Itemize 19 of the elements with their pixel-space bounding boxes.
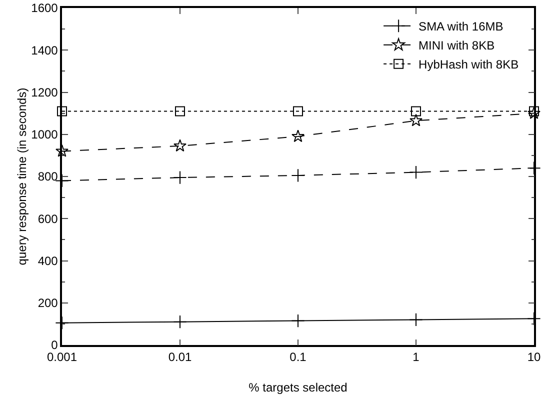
y-tick-label: 800 xyxy=(38,170,58,184)
legend-label: SMA with 16MB xyxy=(418,20,504,34)
x-tick-label: 10 xyxy=(527,350,541,364)
x-axis-title: % targets selected xyxy=(248,380,348,394)
y-tick-label: 1600 xyxy=(31,1,58,16)
x-tick-label: 1 xyxy=(412,350,420,364)
y-tick-label: 600 xyxy=(38,212,58,226)
y-tick-label: 400 xyxy=(38,254,58,268)
y-tick-label: 0 xyxy=(51,338,58,352)
y-tick-label: 1200 xyxy=(31,85,58,100)
y-tick-label: 1400 xyxy=(31,43,58,58)
y-tick-label: 1000 xyxy=(31,128,58,142)
y-tick-label: 200 xyxy=(38,296,58,310)
x-tick-label: 0.01 xyxy=(168,350,192,364)
x-tick-label: 0.001 xyxy=(46,350,78,364)
y-axis-title: query response time (in seconds) xyxy=(15,88,30,266)
legend-label: HybHash with 8KB xyxy=(418,58,519,72)
legend-label: MINI with 8KB xyxy=(418,38,495,53)
x-tick-label: 0.1 xyxy=(290,350,307,364)
